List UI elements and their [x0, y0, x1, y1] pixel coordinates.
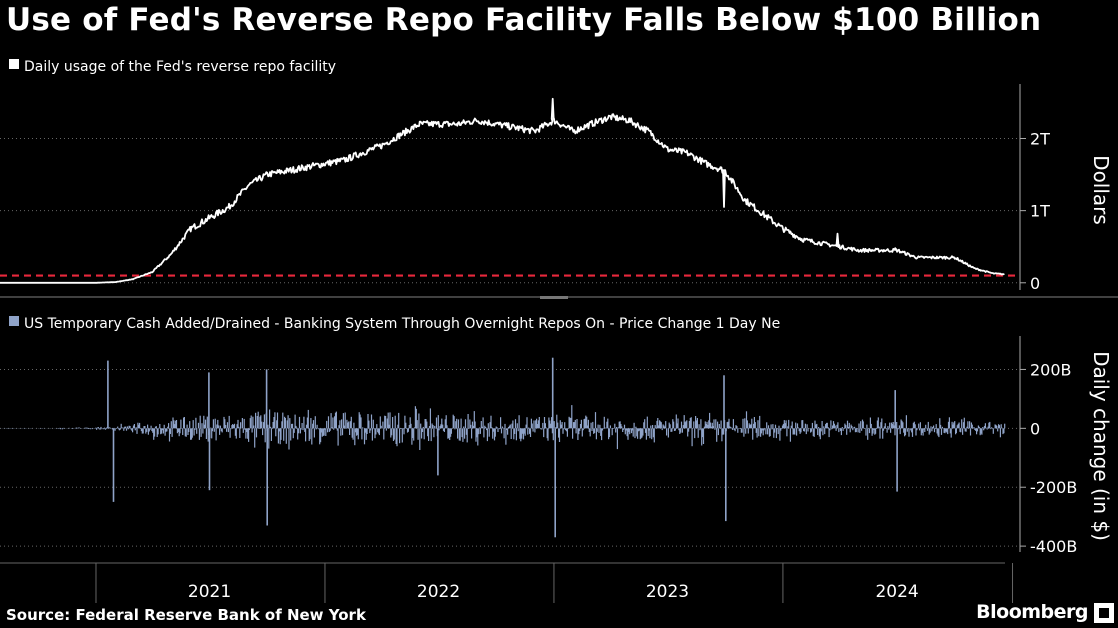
y-tick-label: 2T: [1030, 130, 1050, 149]
bottom-panel: US Temporary Cash Added/Drained - Bankin…: [0, 316, 1113, 556]
bloomberg-mark-icon: [1094, 603, 1114, 623]
bottom-y-ticks: 200B 0 -200B -400B: [1019, 336, 1077, 556]
y-tick-label: -200B: [1030, 478, 1077, 497]
y-tick-label: 1T: [1030, 202, 1050, 221]
usage-line: [0, 97, 1005, 284]
bottom-y-axis-title: Daily change (in $): [1089, 351, 1113, 541]
top-y-axis-title: Dollars: [1089, 155, 1113, 225]
x-tick-label-year: 2022: [417, 582, 460, 602]
panel-drag-handle[interactable]: [540, 296, 568, 299]
legend-swatch-usage: [9, 59, 19, 69]
x-axis: 2021 2022 2023 2024: [0, 562, 1014, 603]
x-tick-label-year: 2021: [188, 582, 231, 602]
top-panel: Daily usage of the Fed's reverse repo fa…: [0, 59, 1113, 293]
x-tick-label-year: 2023: [646, 582, 689, 602]
source-note: Source: Federal Reserve Bank of New York: [6, 606, 366, 624]
chart-title: Use of Fed's Reverse Repo Facility Falls…: [6, 2, 1042, 38]
cash-bars: [0, 357, 1006, 538]
top-y-ticks: 0 1T 2T: [1019, 84, 1050, 293]
y-tick-label: 0: [1030, 419, 1040, 438]
legend-swatch-cash: [9, 316, 19, 326]
top-gridlines: [0, 138, 1020, 284]
y-tick-label: -400B: [1030, 537, 1077, 556]
bloomberg-logo: Bloomberg: [976, 601, 1088, 623]
legend-cash: US Temporary Cash Added/Drained - Bankin…: [24, 316, 780, 332]
y-tick-label: 0: [1030, 274, 1040, 293]
x-tick-label-year: 2024: [875, 582, 918, 602]
y-tick-label: 200B: [1030, 360, 1072, 379]
legend-usage: Daily usage of the Fed's reverse repo fa…: [24, 59, 336, 75]
bottom-gridlines: [0, 368, 1020, 547]
